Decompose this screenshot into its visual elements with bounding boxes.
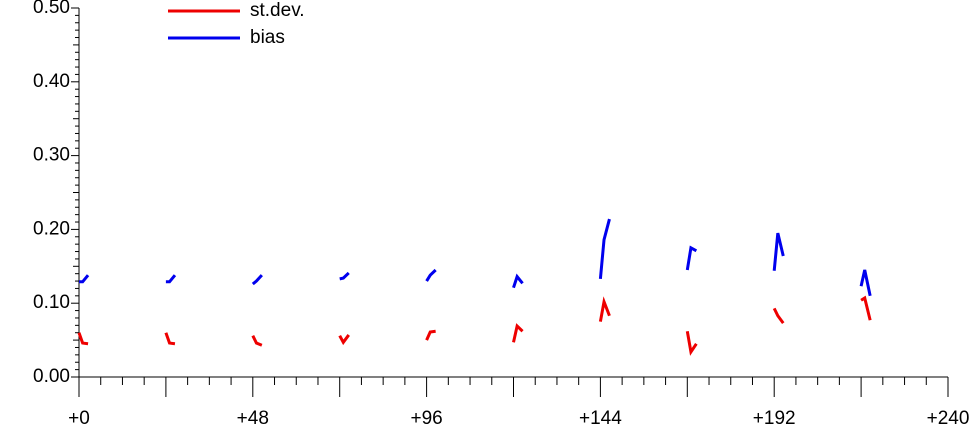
data-line: [512, 323, 524, 343]
data-line: [685, 330, 698, 356]
data-line: [251, 335, 263, 347]
data-line: [425, 268, 437, 282]
y-tick-label: 0.10: [33, 292, 70, 313]
data-line: [772, 232, 785, 271]
y-tick-label: 0.30: [33, 145, 70, 166]
x-tick-label: +96: [410, 408, 442, 429]
data-line: [79, 274, 90, 284]
data-line: [77, 332, 89, 346]
x-tick-label: +0: [68, 408, 90, 429]
legend-label: st.dev.: [250, 0, 305, 21]
data-line: [251, 274, 263, 286]
y-tick-label: 0.20: [33, 218, 70, 239]
x-tick-label: +240: [927, 408, 970, 429]
x-tick-label: +144: [579, 408, 622, 429]
data-line: [685, 245, 698, 271]
data-line: [860, 295, 872, 321]
y-tick-label: 0.40: [33, 71, 70, 92]
data-line: [425, 329, 436, 341]
y-tick-label: 0.00: [33, 366, 70, 387]
x-tick-label: +192: [753, 408, 796, 429]
data-line: [165, 274, 177, 284]
y-tick-label: 0.50: [33, 0, 70, 18]
data-line: [338, 334, 350, 346]
data-line: [772, 307, 785, 325]
x-tick-label: +48: [237, 408, 269, 429]
data-line: [512, 273, 524, 289]
data-line: [339, 271, 350, 281]
data-line: [598, 296, 611, 322]
data-line: [598, 218, 611, 279]
data-line: [859, 269, 872, 297]
legend-label: bias: [250, 27, 285, 48]
data-line: [164, 332, 176, 346]
